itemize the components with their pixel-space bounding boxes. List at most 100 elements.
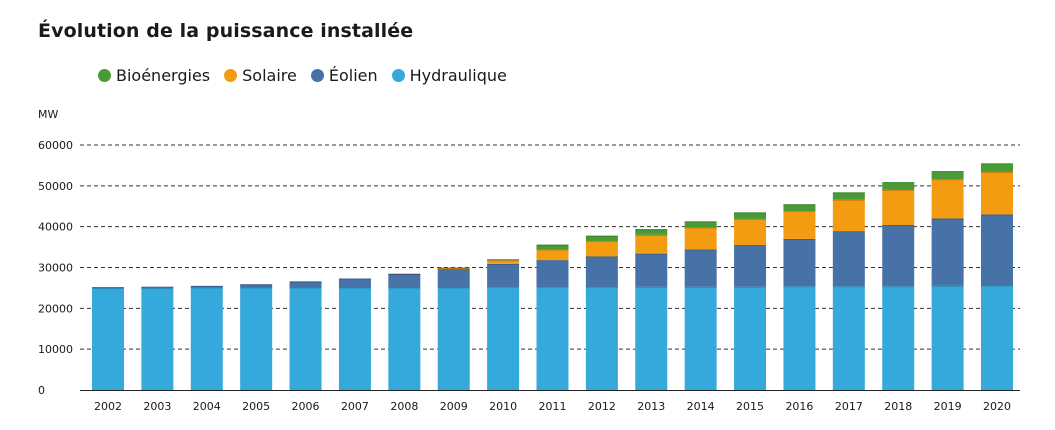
legend-label: Éolien [328,66,378,85]
bar-segment [437,269,470,288]
legend-label: Bioénergies [116,66,211,85]
y-tick-label: 0 [38,384,45,397]
bar-segment [635,253,668,287]
bar-segment [487,263,520,288]
bar-segment [981,285,1013,390]
y-tick-label: 40000 [38,221,73,234]
bar-segment [882,286,915,390]
x-tick-label: 2009 [440,400,468,413]
x-tick-label: 2016 [785,400,813,413]
bar-segment [536,260,569,288]
bar-segment [487,260,520,264]
bar-segment [240,287,273,390]
bar-segment [882,182,915,190]
chart-legend: Bioénergies Solaire Éolien Hydraulique [98,66,507,85]
bar-segment [734,245,767,287]
bar-segment [92,287,124,390]
x-tick-label: 2004 [193,400,221,413]
x-tick-label: 2006 [292,400,320,413]
legend-item: Bioénergies [98,66,210,85]
bar-segment [931,179,964,219]
bar-segment [585,256,618,288]
bar-segment [437,287,470,390]
legend-label: Hydraulique [409,66,507,85]
x-tick-label: 2013 [637,400,665,413]
bar-segment [92,287,124,288]
bar-segment [585,240,618,257]
bar-segment [783,204,816,212]
bar-segment [734,212,767,219]
x-tick-label: 2019 [934,400,962,413]
bar-segment [635,234,668,254]
y-tick-label: 20000 [38,302,73,315]
y-tick-label: 30000 [38,262,73,275]
x-tick-label: 2015 [736,400,764,413]
x-tick-label: 2003 [143,400,171,413]
bar-segment [684,227,717,250]
bar-segment [882,225,915,287]
bar-segment [684,249,717,287]
x-tick-label: 2010 [489,400,517,413]
y-tick-label: 10000 [38,343,73,356]
bar-segment [487,259,520,261]
bar-segment [832,199,865,232]
legend-item: Hydraulique [391,66,507,85]
bar-segment [684,221,717,228]
bar-segment [684,286,717,390]
legend-swatch [391,69,405,82]
bar-segment [882,189,915,226]
bar-segment [536,249,569,261]
x-tick-label: 2012 [588,400,616,413]
bar-segment [931,171,964,180]
legend-item: Solaire [224,66,297,85]
x-tick-label: 2014 [687,400,715,413]
y-axis-unit-label: MW [38,108,59,121]
x-tick-label: 2017 [835,400,863,413]
legend-item: Éolien [310,66,378,85]
bar-segment [190,285,223,288]
bar-segment [338,278,371,288]
bar-segment [783,238,816,287]
legend-label: Solaire [242,66,297,85]
bar-segment [585,287,618,390]
y-tick-label: 50000 [38,180,73,193]
chart-title: Évolution de la puissance installée [38,20,414,42]
bar-segment [585,235,618,241]
bar-segment [734,286,767,390]
bar-segment [783,286,816,390]
x-tick-label: 2002 [94,400,122,413]
bar-segment [635,229,668,235]
bar-segment [240,284,273,288]
bar-segment [388,274,421,288]
bar-segment [190,287,223,390]
x-tick-label: 2005 [242,400,270,413]
bar-segment [832,192,865,200]
bar-segment [783,211,816,239]
legend-swatch [310,69,324,82]
bar-segment [931,285,964,390]
bar-segment [981,214,1013,286]
bar-segment [981,163,1013,172]
bar-segment [388,287,421,390]
bar-segment [289,281,322,288]
bar-segment [832,231,865,287]
bar-segment [635,286,668,390]
bar-segment [832,286,865,390]
bar-segment [141,287,174,390]
x-tick-label: 2018 [884,400,912,413]
legend-swatch [224,69,238,82]
bar-segment [734,218,767,246]
x-tick-label: 2007 [341,400,369,413]
legend-swatch [98,69,111,82]
bar-segment [536,287,569,390]
bar-segment [931,218,964,286]
x-tick-label: 2008 [390,400,418,413]
bar-segment [487,287,520,390]
x-tick-label: 2020 [983,400,1011,413]
bar-segment [981,171,1013,215]
bar-segment [141,286,174,288]
x-tick-label: 2011 [539,400,567,413]
bar-segment [536,244,569,250]
y-tick-label: 60000 [38,139,73,152]
